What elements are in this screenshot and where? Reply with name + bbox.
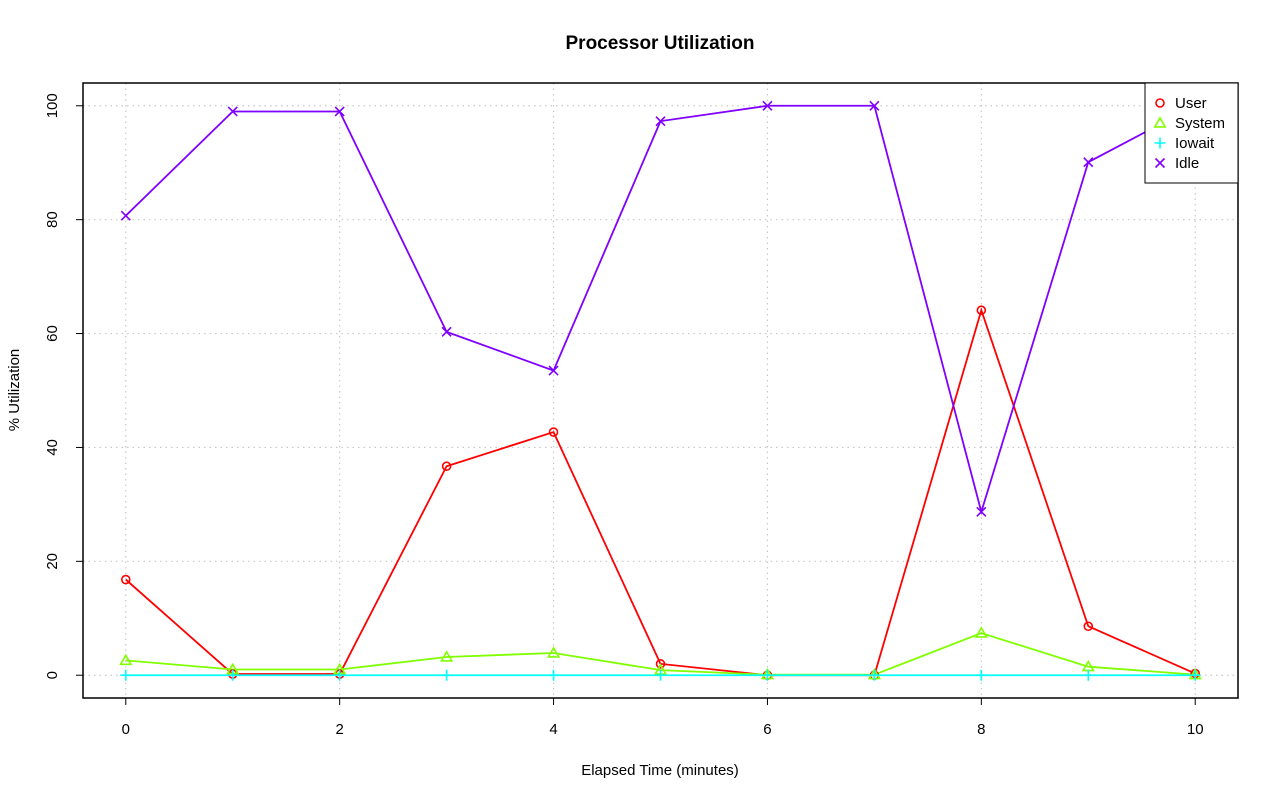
x-tick-label: 8 <box>977 721 985 738</box>
legend-marker-idle <box>1154 157 1166 169</box>
plot-frame <box>82 82 1239 699</box>
data-point-idle <box>976 506 987 517</box>
data-point-idle <box>120 210 131 221</box>
data-point-system <box>119 653 133 666</box>
data-point-system <box>974 626 988 638</box>
data-point-user <box>1083 621 1094 632</box>
series-line-user <box>125 307 1196 677</box>
data-point-iowait <box>227 669 239 681</box>
grid-lines <box>83 83 1238 698</box>
data-point-iowait <box>120 669 132 681</box>
data-point-user <box>120 574 131 585</box>
data-point-iowait <box>761 669 773 681</box>
data-point-user <box>655 659 666 669</box>
legend-label-iowait: Iowait <box>1175 135 1215 152</box>
y-axis-label: % Utilization <box>6 349 23 432</box>
data-point-idle <box>334 106 345 117</box>
data-point-system <box>546 646 561 658</box>
y-tick-label: 80 <box>44 211 61 228</box>
data-point-idle <box>655 116 666 127</box>
data-point-iowait <box>868 669 880 681</box>
series-line-idle <box>125 104 1196 516</box>
y-tick-label: 0 <box>44 671 61 679</box>
data-point-idle <box>548 365 559 376</box>
data-point-iowait <box>1189 669 1201 681</box>
legend-marker-system <box>1153 116 1167 128</box>
x-tick-label: 6 <box>763 721 771 738</box>
y-tick-label: 40 <box>44 439 61 456</box>
data-point-iowait <box>975 669 987 681</box>
x-tick-label: 0 <box>122 721 130 738</box>
x-axis-label: Elapsed Time (minutes) <box>581 762 739 779</box>
legend-label-system: System <box>1175 115 1225 132</box>
y-tick-label: 100 <box>44 93 61 118</box>
data-point-idle <box>1083 157 1094 168</box>
data-point-idle <box>227 106 238 117</box>
data-point-user <box>548 427 559 437</box>
data-point-iowait <box>441 669 453 681</box>
data-point-user <box>441 461 452 472</box>
series-lines <box>125 104 1196 677</box>
data-point-iowait <box>655 669 666 681</box>
data-point-iowait <box>548 669 560 681</box>
legend-marker-iowait <box>1154 137 1166 149</box>
legend: User System Iowait Idle <box>1144 82 1239 184</box>
legend-label-idle: Idle <box>1175 155 1199 172</box>
data-point-iowait <box>1082 669 1094 681</box>
y-tick-label: 60 <box>44 325 61 342</box>
x-tick-label: 2 <box>335 721 343 738</box>
legend-label-user: User <box>1175 95 1207 112</box>
data-point-idle <box>441 326 452 337</box>
data-point-system <box>440 650 454 662</box>
data-point-iowait <box>334 669 346 681</box>
data-point-idle <box>762 100 773 111</box>
data-point-idle <box>869 100 880 111</box>
series-markers <box>119 100 1202 681</box>
legend-marker-user <box>1155 98 1165 108</box>
chart-title: Processor Utilization <box>566 33 755 54</box>
data-point-user <box>976 305 987 316</box>
x-tick-label: 10 <box>1187 721 1204 738</box>
x-tick-label: 4 <box>549 721 557 738</box>
y-tick-label: 20 <box>44 553 61 570</box>
